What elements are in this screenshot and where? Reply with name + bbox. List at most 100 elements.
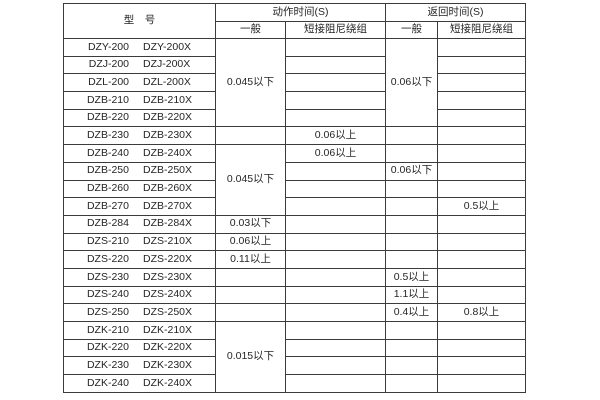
model-name-x: DZB-250X [142,164,193,177]
action-general-value: 0.11以上 [215,250,286,269]
return-damping-empty [437,321,526,340]
table-row: DZB-230 DZB-230X 0.06以上 [63,126,526,146]
model-name: DZB-210 [86,93,129,106]
relay-spec-table: 型 号 动作时间(S) 返回时间(S) 一般 短接阻尼绕组 一般 短接阻尼绕组 … [63,3,526,393]
model-cell: DZB-260 DZB-260X [63,179,216,199]
model-name: DZY-200 [87,40,129,53]
return-general-value: 0.4以上 [385,303,438,322]
model-cell: DZK-210 DZK-210X [63,321,216,340]
model-name-x: DZB-220X [142,111,193,124]
action-damping-empty [285,374,386,393]
action-damping-empty [285,303,386,322]
action-damping-value: 0.06以上 [285,144,386,163]
table-row: DZL-200 DZL-200X [63,73,526,93]
return-damping-value: 0.5以上 [437,197,526,216]
table-row: DZS-220 DZS-220X 0.11以上 [63,250,526,269]
model-name-x: DZS-220X [142,252,193,265]
subheader-action-general: 一般 [215,21,286,39]
table-row: DZB-240 DZB-240X 0.045以下 0.06以上 [63,144,526,216]
model-name: DZB-230 [86,129,129,141]
return-general-empty [385,338,438,358]
action-damping-empty [285,179,386,199]
model-cell: DZB-240 DZB-240X [63,144,216,163]
table-row: DZB-270 DZB-270X 0.5以上 [63,197,526,216]
action-general-value: 0.045以下 [215,144,286,216]
action-damping-empty [285,356,386,376]
return-general-empty [385,356,438,376]
model-name: DZB-250 [86,164,129,177]
return-damping-empty [437,55,526,75]
return-general-empty [385,144,438,163]
header-return-time: 返回时间(S) [385,3,526,22]
action-general-value: 0.015以下 [215,321,286,393]
return-damping-empty [437,179,526,199]
model-name-x: DZB-260X [142,182,193,195]
model-name: DZB-220 [86,111,129,124]
model-name: DZS-250 [86,305,129,318]
return-damping-empty [437,285,526,305]
model-cell: DZB-250 DZB-250X [63,161,216,181]
model-name-x: DZK-230X [142,358,193,371]
model-cell: DZS-240 DZS-240X [63,285,216,305]
model-cell: DZS-250 DZS-250X [63,303,216,322]
model-name-x: DZK-220X [142,341,193,354]
subheader-action-damping: 短接阻尼绕组 [285,21,386,39]
action-damping-empty [285,214,386,234]
return-general-empty [385,126,438,146]
action-damping-empty [285,73,386,93]
model-name: DZB-284 [86,217,129,230]
model-name: DZS-220 [86,252,129,265]
action-damping-empty [285,250,386,269]
table-row: DZB-210 DZB-210X [63,91,526,110]
model-name: DZL-200 [88,75,129,88]
model-cell: DZS-210 DZS-210X [63,232,216,252]
model-name: DZS-230 [86,270,129,283]
model-cell: DZY-200 DZY-200X [63,38,216,57]
action-general-empty [215,303,286,322]
table-row: DZK-240 DZK-240X [63,374,526,393]
model-name-x: DZK-240X [142,376,193,389]
return-general-empty [385,250,438,269]
model-name-x: DZS-230X [142,270,193,283]
model-cell: DZB-230 DZB-230X [63,126,216,146]
model-name: DZB-240 [86,146,129,159]
action-damping-empty [285,161,386,181]
model-name-x: DZB-210X [142,93,193,106]
model-name: DZS-240 [86,288,129,301]
model-cell: DZJ-200 DZJ-200X [63,55,216,75]
action-damping-empty [285,55,386,75]
return-general-value: 1.1以上 [385,285,438,305]
model-name-x: DZL-200X [143,75,191,88]
model-name: DZB-270 [86,199,129,212]
model-cell: DZS-230 DZS-230X [63,267,216,287]
action-damping-empty [285,338,386,358]
model-name-x: DZS-250X [142,305,193,318]
return-general-empty [385,179,438,199]
model-name: DZK-210 [86,323,129,336]
table-row: DZY-200 DZY-200X 0.045以下 0.06以下 [63,37,526,128]
action-general-empty [215,267,286,287]
return-damping-empty [437,126,526,146]
model-cell: DZB-284 DZB-284X [63,214,216,234]
action-damping-value: 0.06以上 [285,126,386,146]
action-general-value: 0.03以下 [215,214,286,234]
action-general-empty [215,285,286,305]
table-row: DZS-210 DZS-210X 0.06以上 [63,232,526,252]
return-damping-empty [437,374,526,393]
action-damping-empty [285,108,386,128]
table-row: DZS-250 DZS-250X 0.4以上 0.8以上 [63,303,526,322]
table-row: DZB-284 DZB-284X 0.03以下 [63,214,526,234]
model-cell: DZK-220 DZK-220X [63,338,216,358]
action-general-empty [215,126,286,146]
return-damping-empty [437,73,526,93]
model-name: DZK-230 [86,358,129,371]
header-row-1: 型 号 动作时间(S) 返回时间(S) [63,3,526,39]
subheader-return-general: 一般 [385,21,438,39]
return-general-value: 0.06以下 [385,37,438,128]
table-row: DZK-210 DZK-210X 0.015以下 [63,321,526,393]
return-damping-empty [437,232,526,252]
action-damping-empty [285,285,386,305]
model-name: DZK-240 [86,376,129,389]
return-general-empty [385,197,438,216]
model-name-x: DZJ-200X [143,58,191,71]
